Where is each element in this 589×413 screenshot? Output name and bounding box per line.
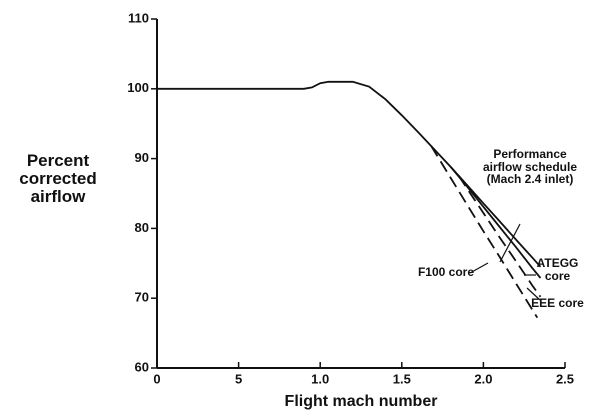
y-tick-label: 90 [135,150,149,165]
y-axis-label: Percent corrected airflow [19,151,97,206]
series-line [458,175,542,298]
x-tick-label: 1.5 [393,371,411,386]
series-line [157,80,542,268]
y-tick-label: 80 [135,220,149,235]
series-annotation: Performance airflow schedule (Mach 2.4 i… [482,147,578,187]
x-axis-label: Flight mach number [285,393,438,410]
y-tick-label: 100 [127,80,149,95]
series-annotation: F100 core [417,265,475,279]
x-tick-label: 5 [235,371,242,386]
series-annotation: ATEGG core [536,256,579,283]
annotation-leader [469,262,489,274]
annotation-leader [526,287,541,301]
x-tick-label: 0 [153,371,160,386]
series-line [430,145,539,319]
x-tick-label: 2.0 [474,371,492,386]
y-tick-label: 60 [135,359,149,374]
series-annotation: EEE core [531,296,584,310]
x-tick-label: 2.5 [556,371,574,386]
y-tick-label: 70 [135,290,149,305]
annotation-leader [499,223,521,263]
y-tick-label: 110 [128,10,149,25]
series-line [450,166,542,279]
x-tick-label: 1.0 [311,371,329,386]
